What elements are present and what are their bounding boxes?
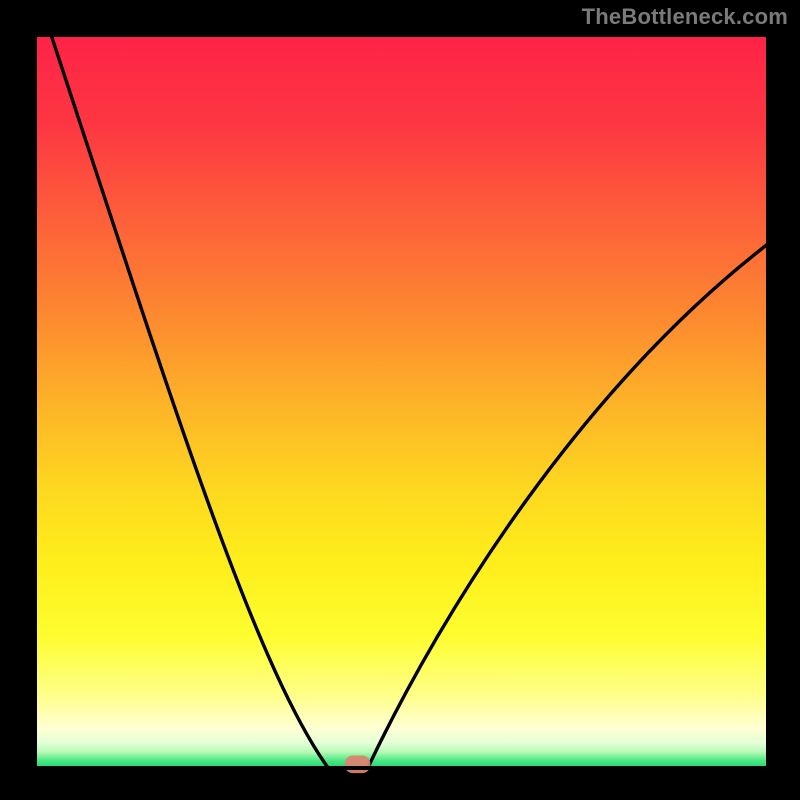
watermark-text: TheBottleneck.com (582, 4, 788, 30)
optimal-point-marker (345, 756, 371, 774)
chart-svg (0, 0, 800, 800)
plot-background (35, 35, 768, 768)
chart-container: TheBottleneck.com (0, 0, 800, 800)
